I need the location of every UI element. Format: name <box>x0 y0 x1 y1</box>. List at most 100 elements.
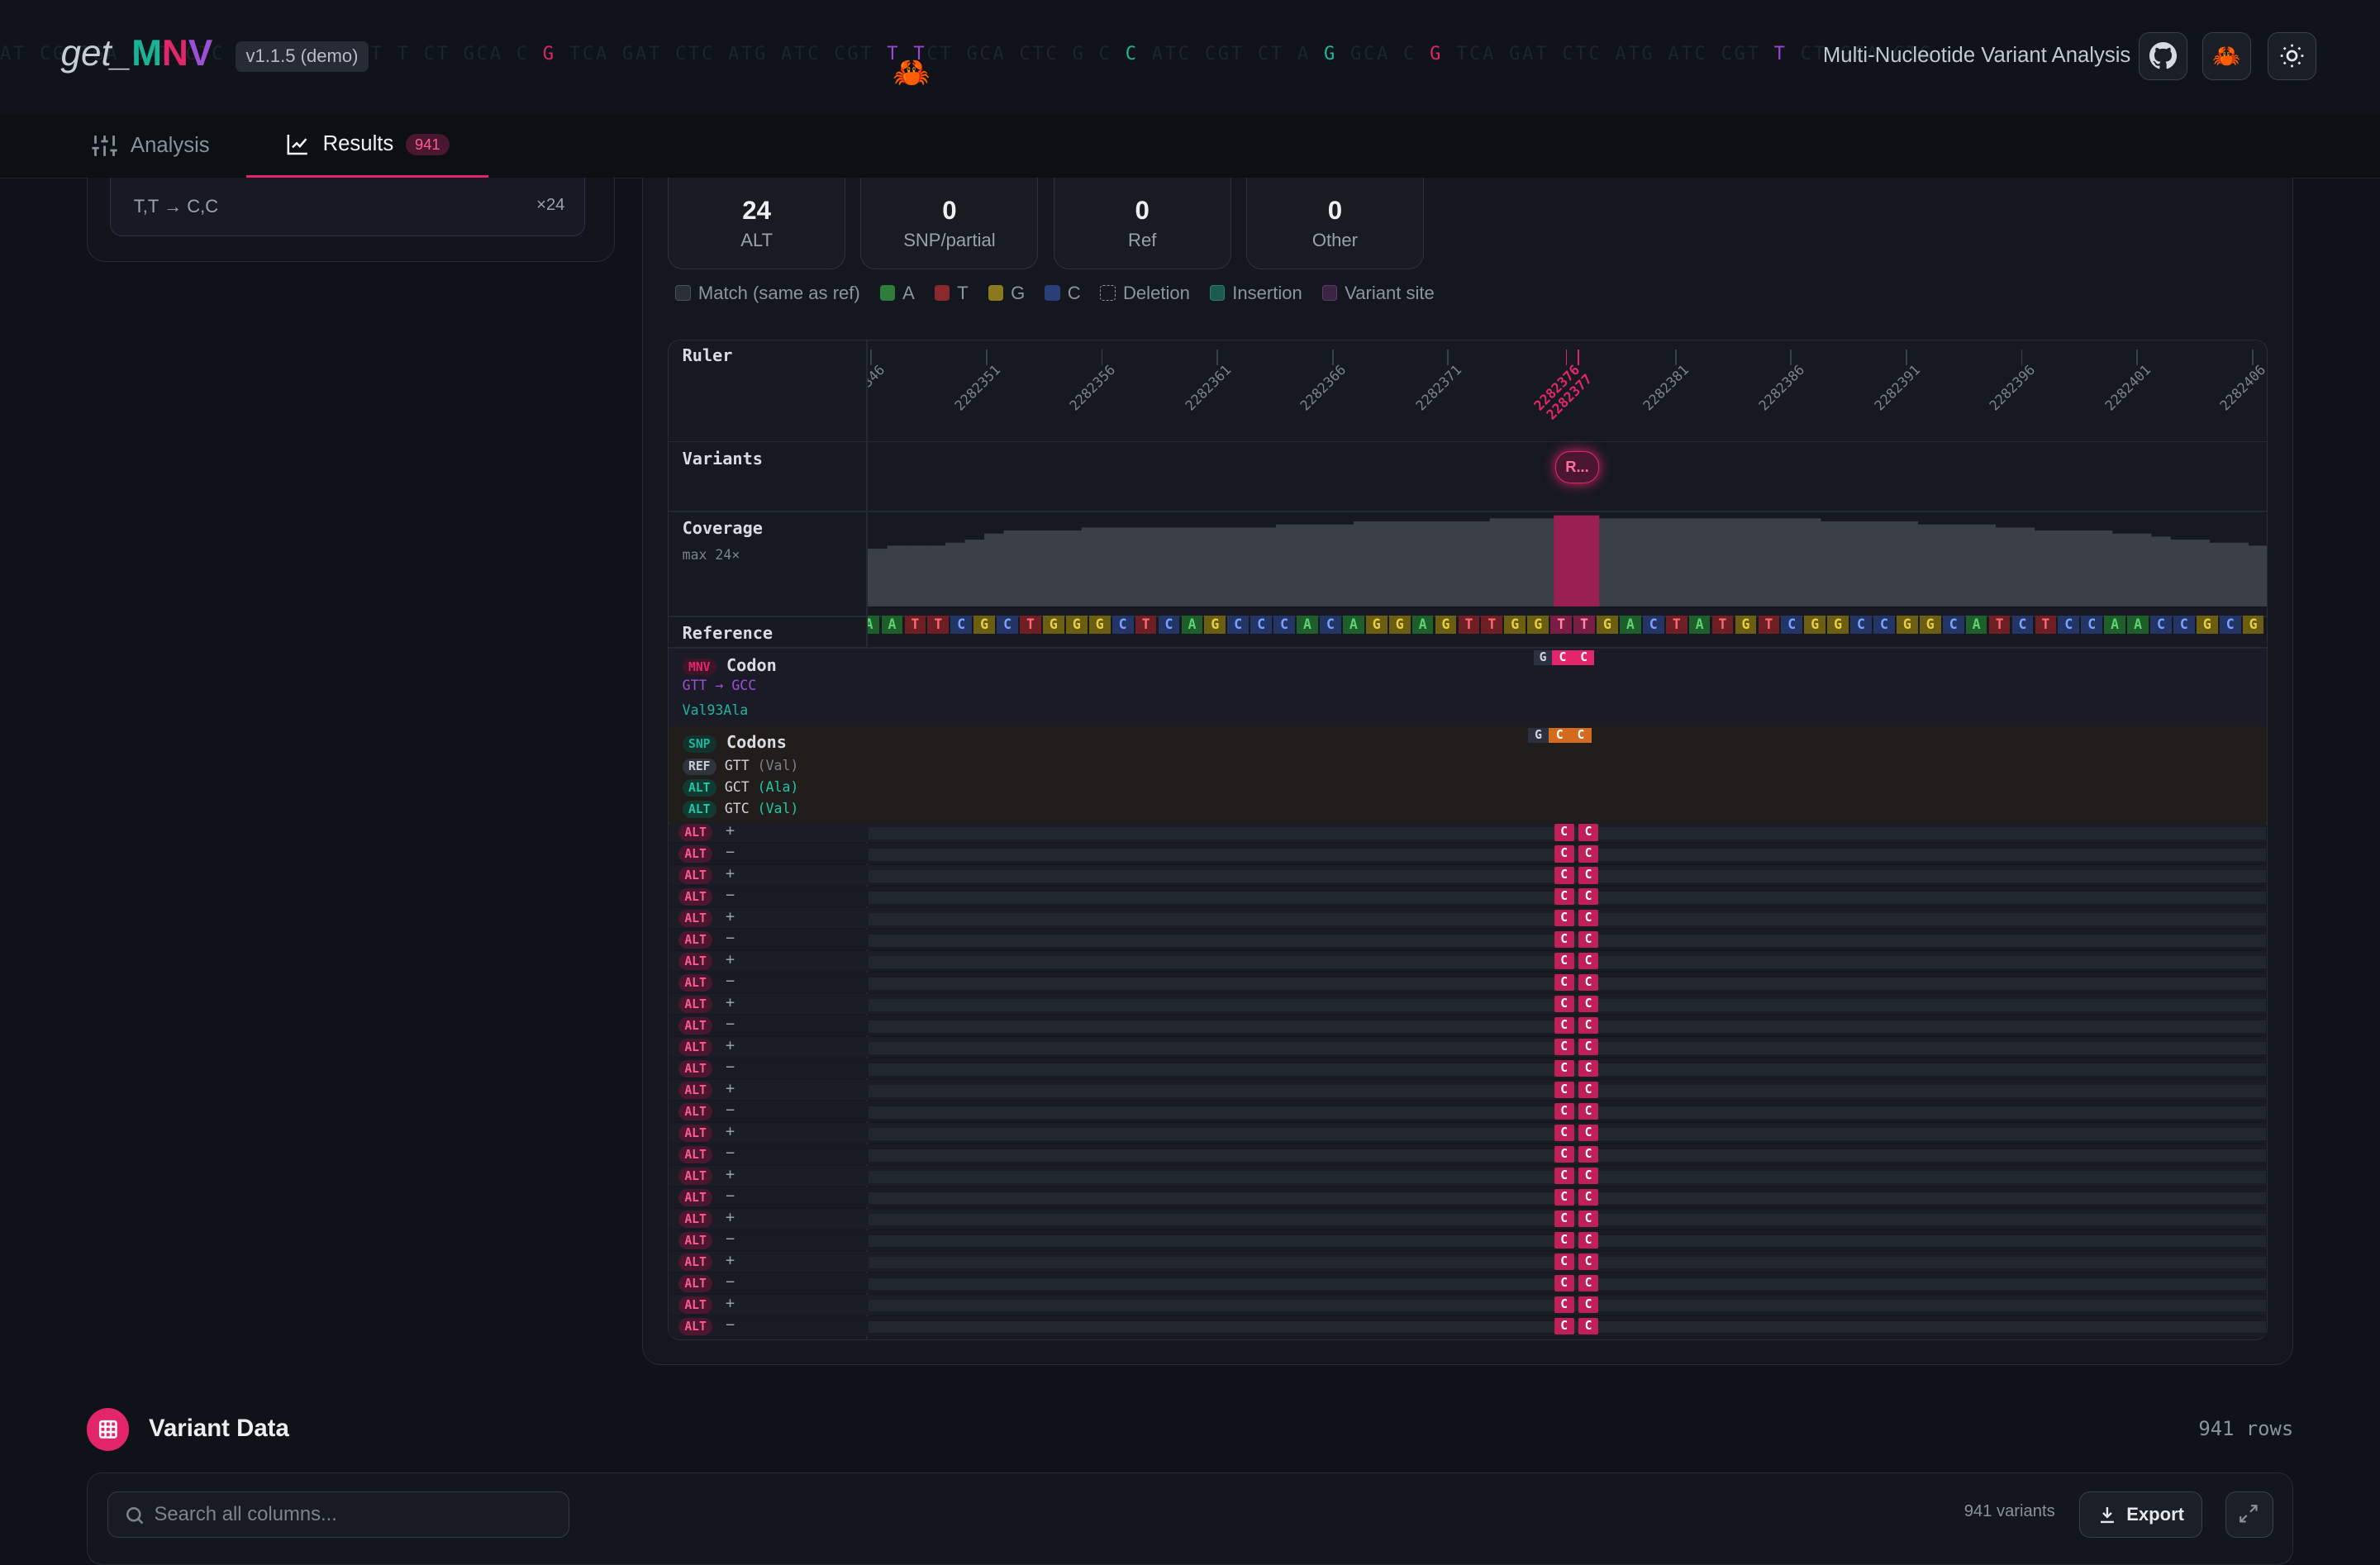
reference-base: C <box>950 615 973 634</box>
coverage-bar <box>867 549 888 606</box>
read-row[interactable]: ALT − C C <box>669 1144 2267 1165</box>
read-row[interactable]: ALT − C C <box>669 930 2267 950</box>
mnv-codon-header: MNV Codon <box>682 655 777 676</box>
read-row[interactable]: ALT + C C <box>669 994 2267 1015</box>
coverage-bar <box>2228 542 2249 606</box>
read-base: C <box>1578 888 1599 906</box>
reference-base: G <box>1919 615 1941 634</box>
tab-analysis[interactable]: Analysis <box>91 114 210 178</box>
ruler-tick <box>1101 350 1103 365</box>
read-base: C <box>1578 1039 1599 1056</box>
ruler-tick-label: 2282396 <box>1986 362 2039 414</box>
read-base: C <box>1578 1232 1599 1249</box>
read-row[interactable]: ALT − C C <box>669 1316 2267 1337</box>
read-row[interactable]: ALT − C C <box>669 1101 2267 1122</box>
app-logo[interactable]: get_MNV <box>60 33 213 74</box>
read-row[interactable]: ALT − C C <box>669 1273 2267 1294</box>
coverage-bar <box>2150 536 2171 606</box>
crab-button[interactable]: 🦀 <box>2202 31 2251 81</box>
coverage-bar <box>2092 530 2113 606</box>
coverage-bar <box>1955 524 1977 606</box>
coverage-bar <box>1878 521 1899 606</box>
read-row[interactable]: ALT + C C <box>669 1080 2267 1101</box>
reference-base: C <box>2058 615 2080 634</box>
results-count-badge: 941 <box>405 133 450 155</box>
app-header: AT CG TGA GAT CTC ATG ATC CGT T CT GCA C… <box>0 0 2380 114</box>
read-row[interactable]: ALT + C C <box>669 951 2267 972</box>
coverage-bar <box>1489 518 1510 606</box>
reference-base: C <box>997 615 1018 634</box>
coverage-bar <box>1761 518 1783 606</box>
coverage-bar <box>1295 524 1316 606</box>
read-row[interactable]: ALT − C C <box>669 973 2267 993</box>
variant-chip[interactable]: R... <box>1554 451 1600 484</box>
read-base: C <box>1554 845 1574 863</box>
ruler-tick <box>1331 350 1334 365</box>
mnv-count: ×24 <box>536 195 565 214</box>
ruler-tick <box>1447 350 1449 365</box>
read-row[interactable]: ALT + C C <box>669 1037 2267 1058</box>
reference-base: G <box>1365 615 1388 634</box>
read-row[interactable]: ALT + C C <box>669 1123 2267 1144</box>
read-strand: − <box>725 844 735 862</box>
read-strand: − <box>725 1187 735 1206</box>
read-strand: − <box>725 1016 735 1034</box>
coverage-bar <box>1897 521 1918 606</box>
read-row[interactable]: ALT − C C <box>669 1058 2267 1079</box>
tab-results[interactable]: Results 941 <box>245 114 489 178</box>
coverage-bar <box>2208 542 2230 606</box>
coverage-bar <box>1742 518 1763 606</box>
divider <box>669 440 2268 443</box>
read-row[interactable]: ALT + C C <box>669 822 2267 843</box>
coverage-bar <box>1178 527 1199 606</box>
reference-base: C <box>2011 615 2034 634</box>
coverage-bar <box>1353 521 1374 606</box>
read-strand: + <box>725 1037 735 1055</box>
read-tag: ALT <box>678 1168 713 1185</box>
coverage-bar <box>983 533 1005 606</box>
export-button[interactable]: Export <box>2079 1491 2203 1538</box>
read-base: C <box>1578 1146 1599 1163</box>
read-base: C <box>1554 867 1574 884</box>
reference-base: C <box>1942 615 1964 634</box>
read-row[interactable]: ALT − C C <box>669 844 2267 864</box>
read-strand: + <box>725 865 735 883</box>
reference-base: T <box>927 615 950 634</box>
ruler-tick <box>1565 350 1568 365</box>
ruler-tick-label: 2282386 <box>1755 362 1808 414</box>
read-base: C <box>1578 1103 1599 1120</box>
coverage-bar <box>1217 527 1238 606</box>
legend-variant-site: Variant site <box>1321 283 1435 304</box>
mnv-group-item[interactable]: T,T → C,C ×24 <box>110 177 586 236</box>
coverage-bar <box>1722 518 1743 606</box>
coverage-bar <box>1645 518 1665 606</box>
theme-toggle-button[interactable] <box>2268 31 2316 81</box>
read-base: C <box>1554 974 1574 992</box>
read-row[interactable]: ALT − C C <box>669 1016 2267 1036</box>
read-base: C <box>1554 1060 1574 1077</box>
github-button[interactable] <box>2138 31 2187 81</box>
read-row[interactable]: ALT + C C <box>669 908 2267 929</box>
read-row[interactable]: ALT − C C <box>669 1230 2267 1251</box>
reference-base: C <box>1850 615 1872 634</box>
stat-value: 0 <box>942 195 957 225</box>
read-row[interactable]: ALT + C C <box>669 1166 2267 1187</box>
read-strand: − <box>725 1230 735 1249</box>
reference-base: T <box>904 615 926 634</box>
read-row[interactable]: ALT + C C <box>669 1252 2267 1272</box>
read-base: C <box>1578 974 1599 992</box>
read-row[interactable]: ALT + C C <box>669 1209 2267 1230</box>
coverage-bar <box>926 545 946 606</box>
crab-icon: 🦀 <box>2212 43 2241 69</box>
read-row[interactable]: ALT − C C <box>669 887 2267 907</box>
read-row[interactable]: ALT + C C <box>669 1295 2267 1315</box>
sliders-icon <box>92 135 117 156</box>
stat-alt: 24 ALT <box>668 177 846 270</box>
coverage-bar <box>2072 530 2093 606</box>
reference-base: A <box>1342 615 1364 634</box>
read-row[interactable]: ALT + C C <box>669 865 2267 886</box>
protein-change: Val93Ala <box>682 702 749 718</box>
expand-button[interactable] <box>2225 1491 2274 1538</box>
search-input[interactable]: Search all columns... <box>107 1491 569 1538</box>
read-row[interactable]: ALT − C C <box>669 1187 2267 1208</box>
